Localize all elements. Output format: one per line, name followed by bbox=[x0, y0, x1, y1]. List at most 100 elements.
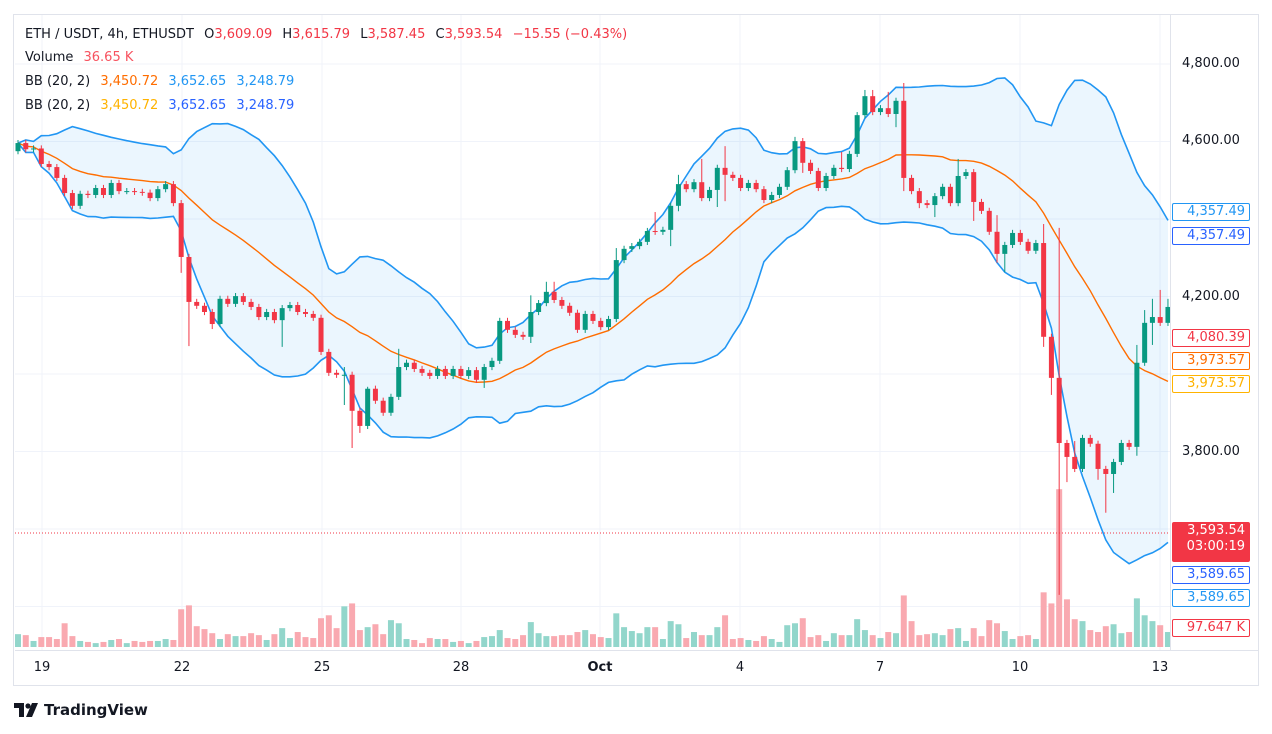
candle-body bbox=[652, 231, 658, 233]
candle-up bbox=[776, 183, 782, 199]
bb1-legend[interactable]: BB (20, 2) 3,450.72 3,652.65 3,248.79 bbox=[25, 74, 300, 89]
candle-body bbox=[1142, 322, 1148, 363]
candle-down bbox=[652, 212, 658, 235]
candle-up bbox=[1111, 458, 1117, 493]
candle-down bbox=[971, 169, 977, 221]
candle-body bbox=[248, 301, 254, 307]
volume-bar bbox=[232, 636, 239, 647]
volume-label: Volume bbox=[25, 50, 74, 65]
candle-body bbox=[349, 374, 355, 411]
volume-bar bbox=[706, 635, 713, 647]
candle-body bbox=[1157, 317, 1163, 323]
candle-down bbox=[916, 188, 922, 209]
volume-legend[interactable]: Volume 36.65 K bbox=[25, 50, 139, 65]
candle-body bbox=[46, 163, 52, 168]
candle-body bbox=[458, 368, 464, 376]
candle-body bbox=[217, 298, 223, 325]
volume-bar bbox=[520, 635, 527, 647]
volume-bar bbox=[582, 630, 589, 647]
candle-down bbox=[520, 331, 526, 340]
volume-bar bbox=[488, 636, 495, 647]
date-tick: 28 bbox=[452, 660, 470, 675]
candle-up bbox=[217, 295, 223, 328]
candle-body bbox=[1010, 232, 1016, 245]
candle-body bbox=[893, 100, 899, 114]
volume-bar bbox=[279, 628, 286, 647]
candle-body bbox=[909, 177, 915, 192]
candle-body bbox=[310, 313, 316, 318]
volume-bar bbox=[380, 634, 387, 647]
candle-down bbox=[1126, 439, 1132, 450]
candle-down bbox=[730, 171, 736, 182]
volume-bar bbox=[908, 621, 915, 647]
volume-bar bbox=[224, 634, 231, 647]
volume-bar bbox=[217, 639, 224, 647]
volume-bar bbox=[15, 634, 21, 647]
volume-bar bbox=[108, 639, 115, 647]
volume-bar bbox=[675, 624, 682, 647]
volume-bar bbox=[496, 630, 503, 647]
candle-body bbox=[240, 296, 246, 302]
candle-body bbox=[707, 189, 713, 199]
volume-bar bbox=[185, 605, 192, 647]
volume-bar bbox=[1102, 626, 1109, 647]
candle-down bbox=[815, 167, 821, 192]
candle-body bbox=[613, 260, 619, 319]
candle-up bbox=[536, 299, 542, 316]
volume-bar bbox=[131, 640, 138, 647]
open-label: O bbox=[204, 27, 215, 42]
date-tick: 19 bbox=[33, 660, 51, 675]
candle-up bbox=[877, 105, 883, 116]
candle-up bbox=[264, 308, 270, 321]
candle-up bbox=[932, 193, 938, 218]
volume-bar bbox=[450, 641, 457, 647]
volume-bar bbox=[411, 639, 418, 647]
candle-down bbox=[201, 302, 207, 316]
high-value: 3,615.79 bbox=[292, 27, 351, 42]
candle-down bbox=[994, 215, 1000, 263]
close-value: 3,593.54 bbox=[444, 27, 503, 42]
candle-body bbox=[170, 184, 176, 204]
volume-bar bbox=[1149, 621, 1156, 647]
tradingview-logo[interactable]: TradingView bbox=[14, 701, 148, 719]
volume-bar bbox=[962, 640, 969, 647]
candle-body bbox=[132, 191, 138, 193]
candle-down bbox=[302, 308, 308, 318]
volume-bar bbox=[939, 635, 946, 647]
candle-body bbox=[201, 305, 207, 312]
symbol-title[interactable]: ETH / USDT, 4h, ETHUSDT bbox=[25, 27, 194, 42]
volume-bar bbox=[846, 635, 853, 647]
volume-bar bbox=[986, 620, 993, 647]
candle-body bbox=[396, 367, 402, 397]
low-value: 3,587.45 bbox=[367, 27, 426, 42]
volume-bar bbox=[1048, 603, 1055, 647]
candle-down bbox=[699, 158, 705, 202]
volume-bar bbox=[263, 639, 270, 647]
candle-body bbox=[637, 241, 643, 247]
candle-body bbox=[940, 186, 946, 197]
volume-bar bbox=[310, 638, 317, 647]
volume-bar bbox=[854, 619, 861, 647]
candle-up bbox=[1165, 298, 1171, 326]
candle-up bbox=[745, 179, 751, 192]
lower-band-line bbox=[17, 142, 1169, 565]
candle-down bbox=[240, 293, 246, 306]
price-tick: 4,600.00 bbox=[1182, 133, 1240, 148]
volume-bar bbox=[683, 638, 690, 647]
bb2-legend[interactable]: BB (20, 2) 3,450.72 3,652.65 3,248.79 bbox=[25, 98, 300, 113]
candle-down bbox=[473, 367, 479, 383]
candle-body bbox=[318, 317, 324, 352]
candle-body bbox=[769, 194, 775, 201]
candle-body bbox=[1002, 244, 1008, 254]
candle-body bbox=[582, 313, 588, 330]
candle-down bbox=[1048, 333, 1054, 395]
candle-body bbox=[69, 193, 75, 206]
candle-body bbox=[1079, 437, 1085, 469]
volume-bar bbox=[170, 639, 177, 647]
candle-down bbox=[885, 91, 891, 118]
candle-up bbox=[435, 365, 441, 380]
candle-down bbox=[1095, 440, 1101, 480]
candle-body bbox=[1126, 442, 1132, 447]
candle-body bbox=[116, 182, 122, 192]
